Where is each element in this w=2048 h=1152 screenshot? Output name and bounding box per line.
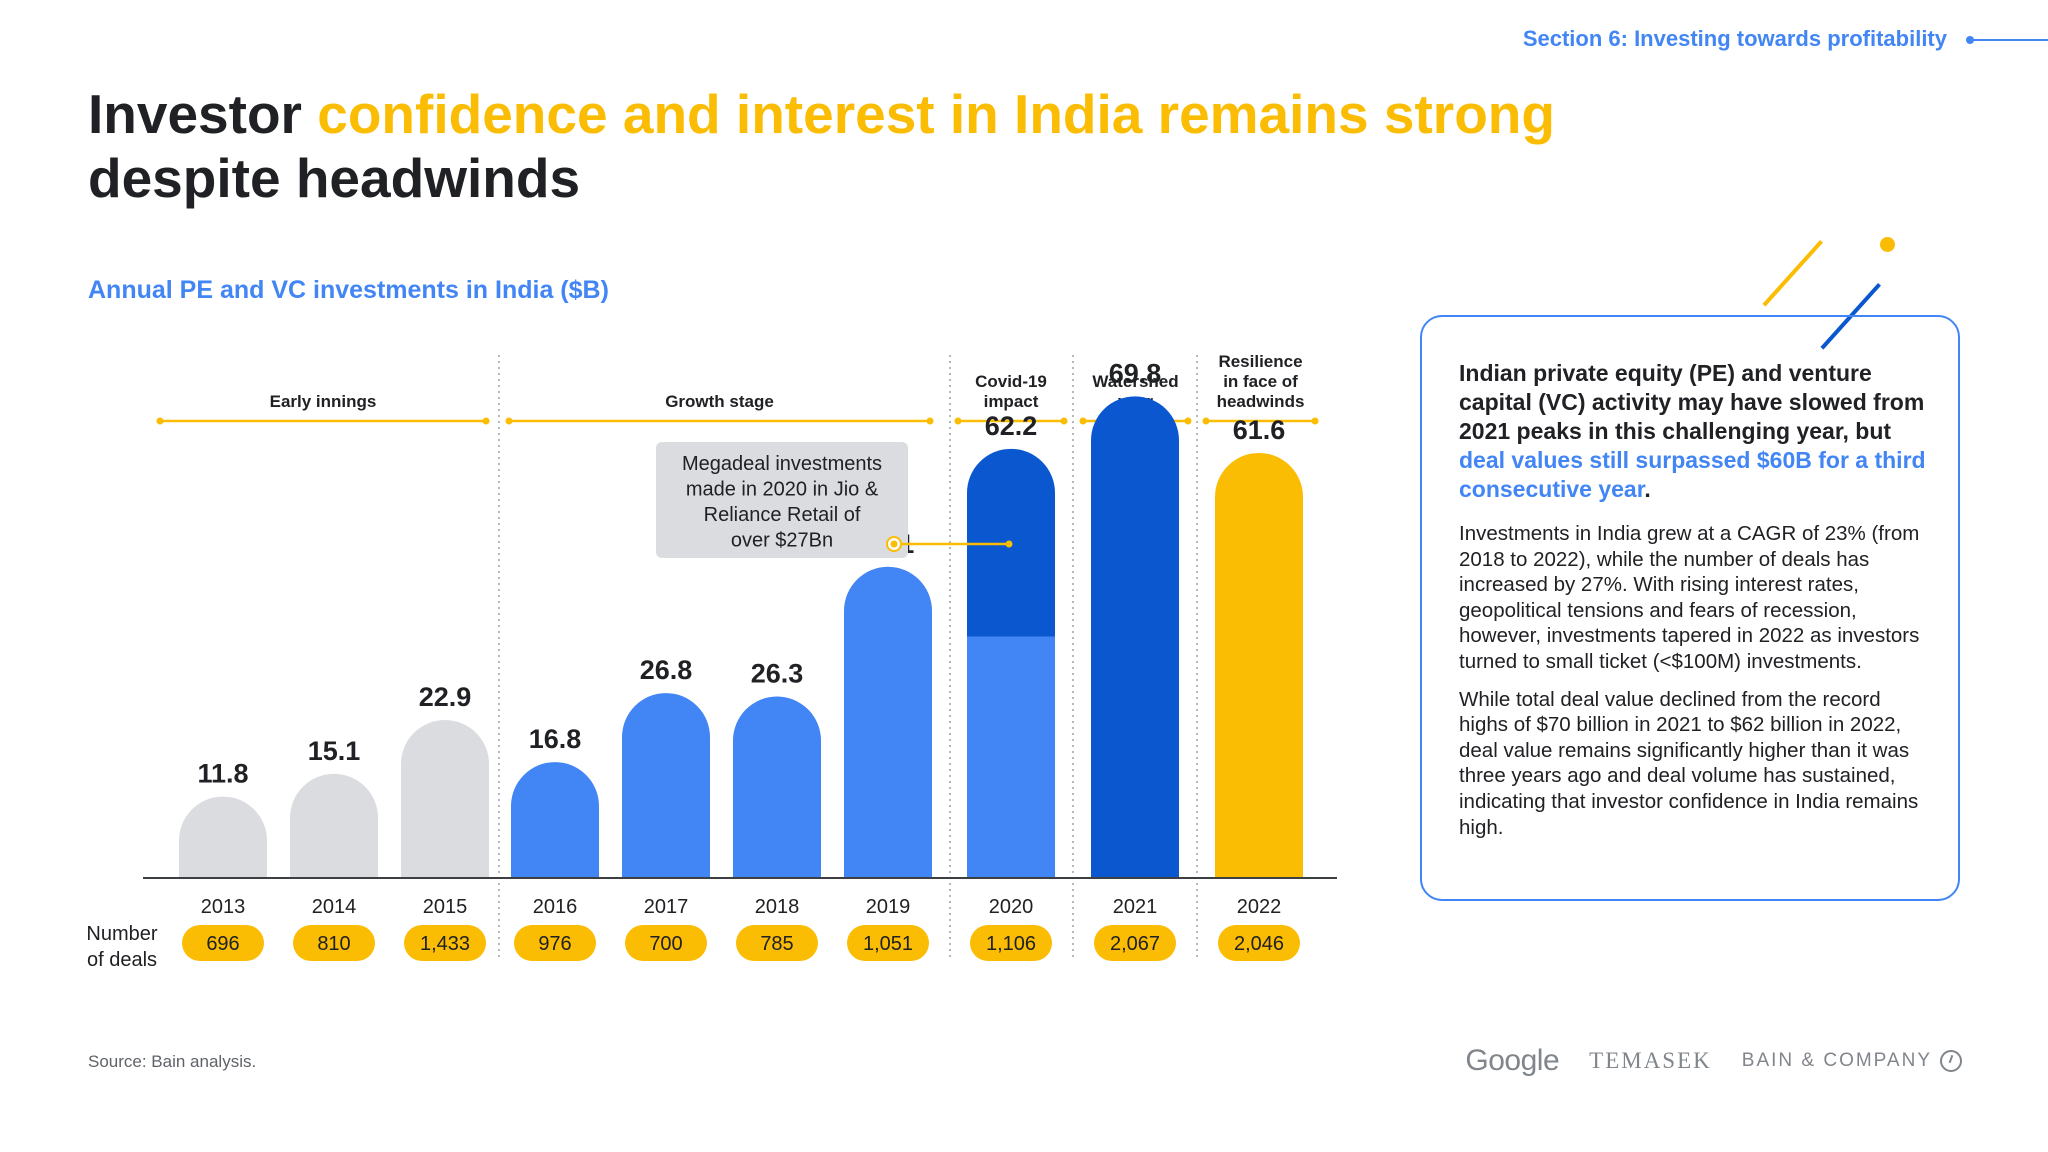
year-label-2016: 2016 [533, 896, 578, 918]
deal-count-2014: 810 [317, 933, 350, 955]
bar-2021 [1091, 396, 1179, 878]
annotation-end-dot [1005, 540, 1013, 548]
annotation-text: Megadeal investments made in 2020 in Jio … [682, 453, 882, 552]
year-label-2017: 2017 [644, 896, 689, 918]
insight-paragraph-2: While total deal value declined from the… [1459, 687, 1919, 839]
annotation-marker [890, 540, 898, 548]
phase-dot-end-3 [1184, 417, 1192, 425]
deals-row-label: Number of deals [86, 923, 157, 971]
year-label-2013: 2013 [201, 896, 246, 918]
bar-2017 [622, 693, 710, 878]
decor-stroke-yellow [1762, 240, 1823, 307]
phase-dot-start-0 [156, 417, 164, 425]
deal-pill-2013 [182, 925, 264, 961]
page-title: Investor confidence and interest in Indi… [88, 82, 1555, 210]
deal-pill-2021 [1094, 925, 1176, 961]
phase-dot-start-2 [954, 417, 962, 425]
phase-label-2: Covid-19 impact [975, 372, 1047, 411]
phase-label-1: Growth stage [665, 392, 774, 411]
phase-dot-start-1 [505, 417, 513, 425]
deal-count-2022: 2,046 [1234, 933, 1284, 955]
insight-headline-post: . [1644, 476, 1651, 502]
phase-dot-start-4 [1202, 417, 1210, 425]
bar-2015 [401, 719, 489, 878]
bar-2019 [844, 566, 932, 878]
insight-headline-highlight: deal values still surpassed $60B for a t… [1459, 447, 1926, 502]
value-label-2014: 15.1 [308, 736, 361, 766]
phase-label-0: Early innings [270, 392, 377, 411]
year-label-2015: 2015 [423, 896, 468, 918]
title-highlight: confidence and interest in India remains… [317, 83, 1555, 145]
bain-logo-text: BAIN & COMPANY [1741, 1050, 1932, 1071]
bar-2014 [290, 773, 378, 878]
deal-pill-2022 [1218, 925, 1300, 961]
value-label-2017: 26.8 [640, 655, 693, 685]
bar-2013 [179, 796, 267, 878]
title-part2: despite headwinds [88, 147, 581, 209]
insight-paragraph-1: Investments in India grew at a CAGR of 2… [1459, 522, 1920, 673]
decor-dot [1880, 237, 1895, 252]
bain-logo: BAIN & COMPANY [1742, 1050, 1962, 1072]
phase-dot-start-3 [1079, 417, 1087, 425]
value-label-2016: 16.8 [529, 724, 582, 754]
section-label: Section 6: Investing towards profitabili… [1522, 26, 1947, 51]
deal-pill-2016 [514, 925, 596, 961]
deal-count-2016: 976 [538, 933, 571, 955]
value-label-2022: 61.6 [1233, 415, 1286, 445]
year-label-2019: 2019 [866, 896, 911, 918]
partner-logos: Google TEMASEK BAIN & COMPANY [1465, 1044, 1962, 1078]
phase-dot-end-0 [482, 417, 490, 425]
deal-count-2020: 1,106 [986, 933, 1036, 955]
year-label-2021: 2021 [1113, 896, 1158, 918]
deal-count-2015: 1,433 [420, 933, 470, 955]
deal-pill-2017 [625, 925, 707, 961]
source-note: Source: Bain analysis. [88, 1052, 257, 1071]
bain-mark-icon [1940, 1050, 1962, 1072]
value-label-2021: 69.8 [1109, 358, 1162, 388]
bar-2018 [733, 696, 821, 878]
insight-headline-pre: Indian private equity (PE) and venture c… [1459, 360, 1925, 444]
year-label-2020: 2020 [989, 896, 1034, 918]
deal-pill-2020 [970, 925, 1052, 961]
value-label-2013: 11.8 [197, 759, 248, 789]
annotation-box [656, 442, 908, 558]
deal-pill-2015 [404, 925, 486, 961]
value-label-2020: 62.2 [985, 411, 1038, 441]
section-line [1970, 39, 2048, 41]
bar-2016 [511, 762, 599, 878]
temasek-logo: TEMASEK [1589, 1048, 1712, 1073]
deal-pill-2019 [847, 925, 929, 961]
phase-label-4: Resilience in face of headwinds [1217, 352, 1305, 411]
deal-pill-2018 [736, 925, 818, 961]
insight-headline: Indian private equity (PE) and venture c… [1459, 359, 1934, 504]
year-label-2018: 2018 [755, 896, 800, 918]
bar-2020-base [967, 636, 1055, 878]
insight-box: Indian private equity (PE) and venture c… [1420, 315, 1960, 901]
year-label-2014: 2014 [312, 896, 357, 918]
deal-count-2021: 2,067 [1110, 933, 1160, 955]
value-label-2015: 22.9 [419, 682, 472, 712]
value-label-2018: 26.3 [751, 659, 804, 689]
phase-dot-end-2 [1060, 417, 1068, 425]
deal-count-2018: 785 [760, 933, 793, 955]
chart-title: Annual PE and VC investments in India ($… [88, 276, 609, 304]
deal-pill-2014 [293, 925, 375, 961]
bar-2022 [1215, 452, 1303, 878]
phase-dot-end-4 [1311, 417, 1319, 425]
deal-count-2017: 700 [649, 933, 682, 955]
deal-count-2013: 696 [206, 933, 239, 955]
title-part1: Investor [88, 83, 318, 145]
google-logo: Google [1465, 1044, 1560, 1077]
year-label-2022: 2022 [1237, 896, 1282, 918]
deal-count-2019: 1,051 [863, 933, 913, 955]
phase-dot-end-1 [926, 417, 934, 425]
